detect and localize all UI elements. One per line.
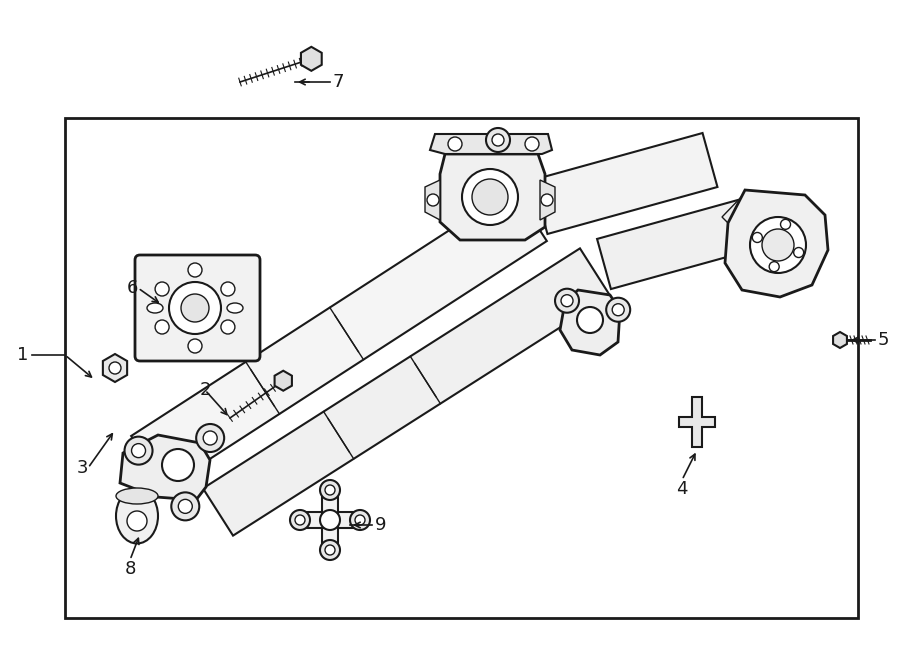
Text: 8: 8 [124, 560, 136, 578]
Circle shape [320, 480, 340, 500]
Circle shape [124, 437, 152, 465]
Text: 3: 3 [76, 459, 88, 477]
Circle shape [555, 289, 579, 312]
Text: 4: 4 [676, 480, 688, 498]
Polygon shape [560, 290, 620, 355]
Ellipse shape [147, 303, 163, 313]
Circle shape [196, 424, 224, 452]
Circle shape [607, 298, 630, 322]
Circle shape [127, 511, 147, 531]
Polygon shape [679, 397, 715, 447]
Circle shape [169, 282, 221, 334]
Circle shape [295, 515, 305, 525]
Polygon shape [301, 47, 321, 71]
Bar [65, 118, 858, 618]
Text: 2: 2 [199, 381, 211, 399]
Polygon shape [203, 248, 610, 536]
Polygon shape [833, 332, 847, 348]
Polygon shape [430, 134, 552, 154]
Polygon shape [425, 180, 440, 220]
Circle shape [525, 137, 539, 151]
Circle shape [178, 499, 193, 513]
Circle shape [780, 219, 790, 229]
Circle shape [355, 515, 365, 525]
Circle shape [220, 320, 235, 334]
Polygon shape [725, 190, 828, 297]
Circle shape [181, 294, 209, 322]
Circle shape [290, 510, 310, 530]
Circle shape [752, 232, 762, 242]
Circle shape [486, 128, 510, 152]
Polygon shape [274, 371, 292, 391]
Text: 5: 5 [878, 331, 889, 349]
Circle shape [320, 510, 340, 530]
Circle shape [325, 545, 335, 555]
Polygon shape [300, 512, 330, 528]
Circle shape [320, 540, 340, 560]
Circle shape [770, 261, 779, 271]
Circle shape [541, 194, 553, 206]
Text: 9: 9 [375, 516, 386, 534]
FancyBboxPatch shape [135, 255, 260, 361]
Circle shape [794, 248, 804, 258]
Circle shape [188, 339, 202, 353]
Circle shape [462, 169, 518, 225]
Polygon shape [440, 154, 545, 240]
Ellipse shape [227, 303, 243, 313]
Polygon shape [322, 490, 338, 520]
Text: 6: 6 [127, 279, 138, 297]
Polygon shape [103, 354, 127, 382]
Circle shape [612, 304, 625, 316]
Circle shape [325, 485, 335, 495]
Circle shape [350, 510, 370, 530]
Circle shape [577, 307, 603, 333]
Polygon shape [322, 520, 338, 550]
Circle shape [188, 263, 202, 277]
Circle shape [155, 282, 169, 296]
Text: 7: 7 [333, 73, 345, 91]
Circle shape [492, 134, 504, 146]
Polygon shape [120, 435, 210, 500]
Circle shape [561, 295, 573, 307]
Circle shape [131, 444, 146, 457]
Circle shape [762, 229, 794, 261]
Circle shape [171, 493, 199, 520]
Circle shape [162, 449, 194, 481]
Circle shape [448, 137, 462, 151]
Text: 1: 1 [16, 346, 28, 364]
Circle shape [155, 320, 169, 334]
Ellipse shape [116, 488, 158, 504]
Circle shape [427, 194, 439, 206]
Polygon shape [540, 180, 555, 220]
Polygon shape [533, 133, 717, 234]
Circle shape [220, 282, 235, 296]
Polygon shape [131, 189, 547, 488]
Circle shape [472, 179, 508, 215]
Circle shape [203, 431, 217, 445]
Circle shape [750, 217, 806, 273]
Polygon shape [330, 512, 360, 528]
Ellipse shape [116, 489, 158, 544]
Polygon shape [722, 190, 755, 225]
Circle shape [109, 362, 121, 374]
Polygon shape [597, 200, 752, 289]
